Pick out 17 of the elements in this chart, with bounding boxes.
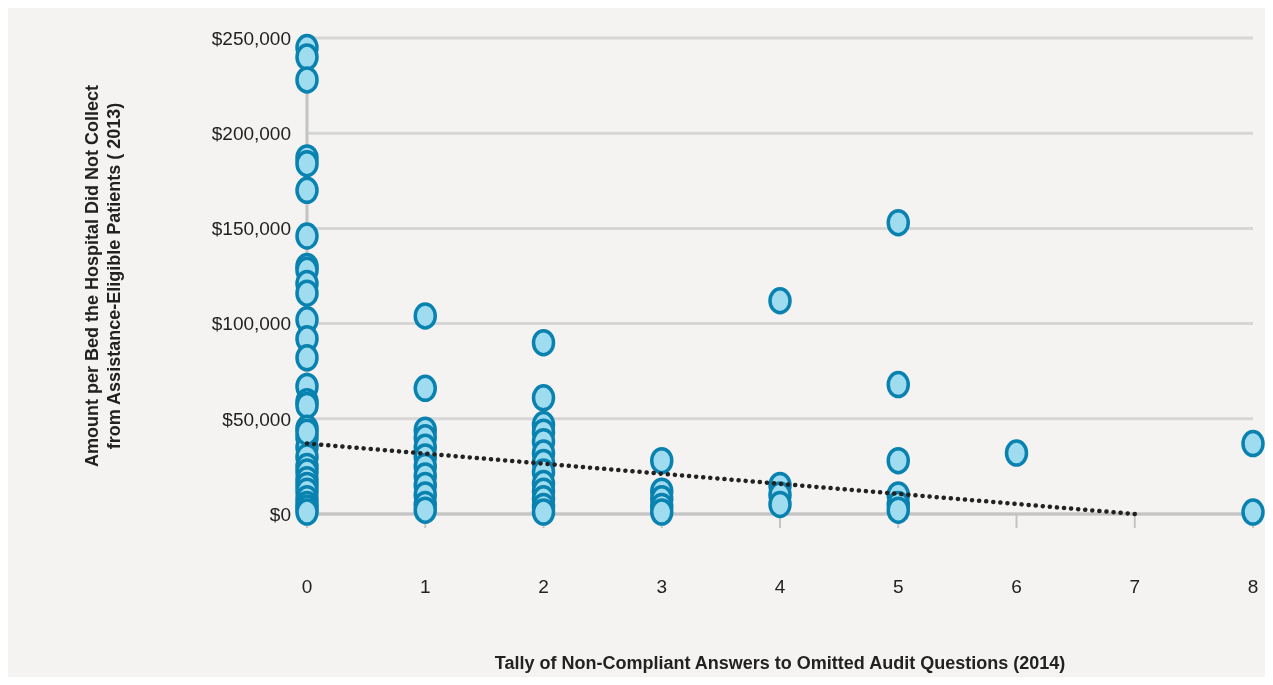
y-tick-label: $150,000	[211, 218, 291, 240]
y-axis-title: Amount per Bed the Hospital Did Not Collect from Assistance-Eligible Patients ( 2013)	[82, 84, 124, 468]
y-tick-label: $0	[269, 503, 291, 525]
y-tick-label: $250,000	[211, 27, 291, 49]
x-tick-label: 7	[1129, 576, 1141, 598]
y-tick-label: $50,000	[222, 408, 291, 430]
x-tick-label: 3	[656, 576, 668, 598]
x-tick-label: 1	[419, 576, 431, 598]
y-tick-label: $200,000	[211, 122, 291, 144]
x-tick-label: 0	[301, 576, 313, 598]
y-tick-label: $100,000	[211, 313, 291, 335]
x-tick-label: 4	[774, 576, 786, 598]
x-tick-label: 2	[538, 576, 549, 598]
x-tick-label: 8	[1247, 576, 1259, 598]
x-axis-title: Tally of Non-Compliant Answers to Omitted Audit Questions (2014)	[494, 653, 1066, 673]
x-tick-label: 6	[1011, 576, 1022, 598]
x-tick-label: 5	[892, 576, 904, 598]
